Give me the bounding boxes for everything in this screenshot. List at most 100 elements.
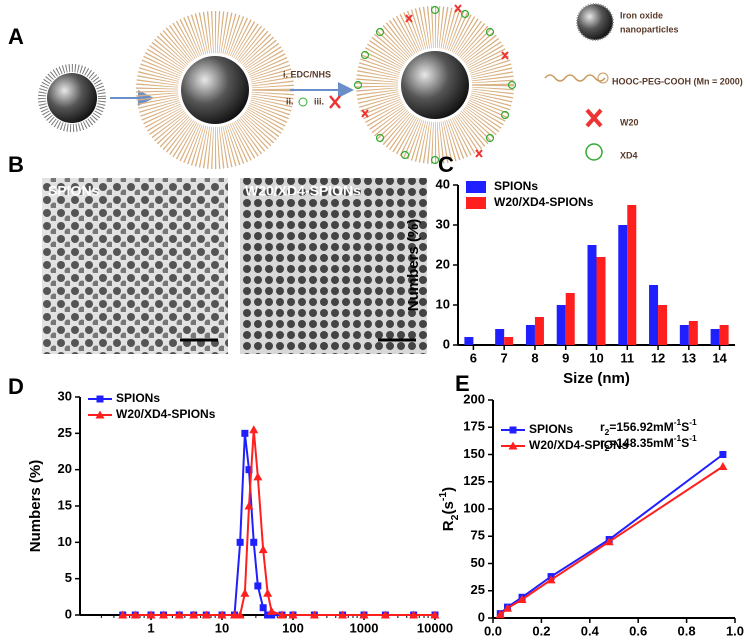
point <box>244 501 254 510</box>
legend-label: W20/XD4-SPIONs <box>116 407 216 421</box>
x-tick-label: 0.8 <box>678 623 696 638</box>
point <box>259 604 267 612</box>
x-tick-label: 100 <box>282 620 304 635</box>
y-axis-label-part: ) <box>440 487 457 492</box>
y-tick-label: 0 <box>478 609 485 624</box>
point <box>189 610 199 619</box>
x-tick-label: 9 <box>562 350 569 365</box>
nanoparticle <box>47 73 97 123</box>
w20-ring <box>361 4 509 158</box>
annotation-part: r <box>600 436 605 450</box>
annotation-part: S <box>681 436 689 450</box>
y-tick-label: 30 <box>58 388 72 403</box>
x-tick-label: 8 <box>531 350 538 365</box>
y-tick-label: 5 <box>65 570 72 585</box>
point <box>146 610 156 619</box>
annotation-part: -1 <box>689 433 697 443</box>
x-tick-label: 1000 <box>350 620 379 635</box>
point <box>130 610 140 619</box>
annotation-part: =148.35mM <box>609 436 673 450</box>
y-axis-label: Numbers (%) <box>405 219 422 312</box>
tem-image <box>240 178 427 354</box>
y-axis-label: Numbers (%) <box>27 460 44 553</box>
point <box>277 610 287 619</box>
point <box>267 606 277 615</box>
image-label: W20/XD4-SPIONs <box>245 183 361 199</box>
point <box>235 610 245 619</box>
legend-icon <box>585 108 603 128</box>
point <box>380 610 390 619</box>
bar <box>534 317 544 345</box>
legend-icon <box>597 72 609 84</box>
bar <box>525 325 535 345</box>
w20-icon <box>329 95 341 109</box>
bar <box>495 329 505 345</box>
annotation-part: 2 <box>605 443 610 453</box>
point <box>253 472 263 481</box>
y-tick-label: 125 <box>463 473 485 488</box>
bar <box>688 321 698 345</box>
nanoparticle <box>401 51 469 119</box>
panel-letter: C <box>438 152 454 177</box>
bar <box>719 325 729 345</box>
legend-label: XD4 <box>620 150 638 160</box>
y-tick-label: 25 <box>471 582 485 597</box>
legend-swatch <box>466 181 486 193</box>
step-label: iii. <box>314 96 324 106</box>
annotation-part: S <box>681 420 689 434</box>
panel-letter: E <box>455 371 470 396</box>
legend-label: W20/XD4-SPIONs <box>529 438 629 452</box>
point <box>430 610 440 619</box>
xd4-icon <box>298 97 308 107</box>
y-tick-label: 50 <box>471 555 485 570</box>
bar <box>710 329 720 345</box>
y-tick-label: 40 <box>436 176 450 191</box>
x-tick-label: 0.0 <box>484 623 502 638</box>
point <box>503 603 513 612</box>
bar <box>504 337 514 345</box>
annotation-part: -1 <box>689 417 697 427</box>
y-tick-label: 20 <box>436 256 450 271</box>
bar <box>587 245 597 345</box>
y-tick-label: 25 <box>58 425 72 440</box>
x-tick-label: 10000 <box>417 620 453 635</box>
point <box>96 395 104 403</box>
x-axis-label: Size (nm) <box>563 370 630 387</box>
point <box>517 594 527 603</box>
y-axis-label: R2(s-1) <box>437 487 461 531</box>
point <box>546 575 556 584</box>
legend-icon <box>544 74 606 82</box>
bar <box>565 293 575 345</box>
step-label: i. EDC/NHS <box>283 69 331 79</box>
image-label: SPIONs <box>48 183 100 199</box>
point <box>118 610 128 619</box>
point <box>509 426 517 434</box>
point <box>240 588 250 597</box>
panel-b: B SPIONs W20/XD4-SPIONs <box>8 152 427 354</box>
annotation-part: -1 <box>674 417 682 427</box>
bar <box>679 325 689 345</box>
x-axis-label: Size (nm) <box>224 640 291 642</box>
point <box>241 429 249 437</box>
point <box>236 538 244 546</box>
x-tick-label: 14 <box>712 350 727 365</box>
point <box>288 610 298 619</box>
annotation-part: -1 <box>674 433 682 443</box>
point <box>201 610 211 619</box>
panel-a: A i. EDC/NHS ii. iii. Iron oxide nanopar… <box>8 3 743 169</box>
series-line <box>499 465 724 616</box>
point <box>245 466 253 474</box>
point <box>159 610 169 619</box>
annotation-part: r <box>600 420 605 434</box>
nanoparticle <box>181 56 249 124</box>
x-tick-label: 6 <box>470 350 477 365</box>
y-tick-label: 30 <box>436 216 450 231</box>
point <box>217 610 227 619</box>
x-tick-label: 1.0 <box>726 623 744 638</box>
annotation: r2=148.35mM-1S-1 <box>600 433 697 453</box>
bar <box>556 305 566 345</box>
point <box>264 611 272 619</box>
x-tick-label: 10 <box>589 350 603 365</box>
bar <box>596 257 606 345</box>
